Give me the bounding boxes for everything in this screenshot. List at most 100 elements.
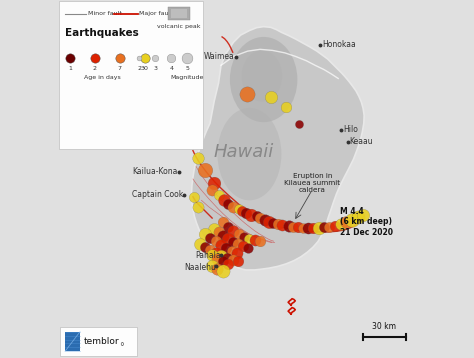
Point: [337, 221, 345, 227]
Point: [207, 235, 214, 241]
Text: Keaau: Keaau: [349, 137, 373, 146]
Point: [256, 215, 264, 221]
FancyBboxPatch shape: [65, 332, 80, 351]
Text: Major fault: Major fault: [139, 11, 173, 16]
Point: [116, 55, 124, 61]
Point: [320, 224, 328, 230]
Ellipse shape: [242, 50, 282, 102]
Point: [217, 242, 225, 248]
Text: temblor: temblor: [83, 337, 119, 346]
Point: [246, 236, 253, 242]
Point: [210, 180, 218, 185]
Polygon shape: [191, 26, 364, 270]
Text: Honokaa: Honokaa: [322, 40, 356, 49]
Point: [230, 228, 237, 233]
Ellipse shape: [230, 37, 297, 122]
Point: [209, 252, 216, 258]
Point: [209, 263, 216, 269]
FancyBboxPatch shape: [168, 7, 190, 20]
Point: [267, 95, 275, 100]
FancyBboxPatch shape: [171, 9, 187, 18]
Point: [167, 55, 175, 61]
Text: Eruption in
Kilauea summit
caldera: Eruption in Kilauea summit caldera: [284, 173, 340, 193]
Text: 30 km: 30 km: [373, 322, 396, 331]
Point: [238, 208, 246, 214]
Point: [234, 242, 241, 247]
Point: [228, 248, 236, 253]
Text: Captain Cook: Captain Cook: [132, 190, 183, 199]
Point: [247, 212, 255, 217]
Point: [261, 217, 268, 223]
Point: [235, 258, 242, 264]
Point: [269, 221, 277, 226]
Point: [233, 250, 241, 256]
Point: [201, 231, 209, 237]
Point: [66, 55, 74, 61]
Point: [279, 222, 286, 228]
Point: [282, 104, 290, 110]
Point: [201, 167, 209, 173]
Point: [194, 204, 202, 210]
Point: [224, 224, 232, 230]
Point: [244, 245, 251, 251]
Point: [223, 245, 230, 251]
Text: 1: 1: [68, 66, 72, 71]
Text: Magnitude: Magnitude: [171, 75, 204, 80]
FancyBboxPatch shape: [60, 327, 137, 356]
Point: [304, 225, 312, 231]
Point: [310, 225, 317, 231]
Point: [240, 234, 248, 240]
Point: [183, 55, 191, 61]
Point: [343, 219, 350, 225]
Point: [214, 266, 221, 271]
Point: [239, 244, 246, 250]
Point: [209, 187, 216, 193]
Point: [285, 223, 292, 229]
Point: [91, 55, 99, 61]
Point: [196, 241, 204, 247]
Point: [224, 201, 232, 207]
Point: [354, 214, 362, 220]
Point: [295, 121, 303, 127]
Point: [215, 229, 222, 235]
Point: [230, 204, 237, 210]
Text: 4: 4: [169, 66, 173, 71]
Point: [225, 261, 232, 267]
Text: volcanic peak: volcanic peak: [157, 24, 201, 29]
Point: [251, 237, 258, 243]
Text: Hilo: Hilo: [343, 125, 358, 134]
Text: Earthquakes: Earthquakes: [65, 28, 138, 38]
Point: [265, 219, 273, 224]
Point: [315, 225, 322, 231]
Point: [235, 231, 243, 237]
Point: [218, 253, 225, 258]
Point: [141, 55, 148, 61]
Text: 2: 2: [137, 66, 141, 71]
FancyBboxPatch shape: [59, 1, 203, 149]
Text: Age in days: Age in days: [83, 75, 120, 80]
Point: [201, 245, 209, 250]
Point: [326, 224, 333, 229]
Point: [152, 55, 159, 61]
Point: [207, 247, 214, 253]
Point: [331, 223, 339, 228]
Text: Hawaii: Hawaii: [214, 143, 274, 161]
Point: [191, 194, 198, 200]
Point: [216, 192, 223, 198]
Point: [210, 226, 218, 232]
Text: Minor fault: Minor fault: [88, 11, 122, 16]
Ellipse shape: [218, 108, 282, 200]
Text: Naalehu: Naalehu: [184, 263, 216, 272]
Point: [219, 219, 227, 224]
Point: [229, 240, 237, 245]
Point: [294, 224, 302, 230]
Point: [194, 155, 202, 160]
Point: [359, 212, 367, 217]
Point: [229, 257, 237, 262]
Text: 5: 5: [185, 66, 189, 71]
Point: [289, 224, 297, 230]
Point: [136, 55, 143, 61]
Text: Pahala: Pahala: [195, 251, 221, 260]
Point: [224, 237, 232, 242]
Text: 30: 30: [141, 66, 148, 71]
